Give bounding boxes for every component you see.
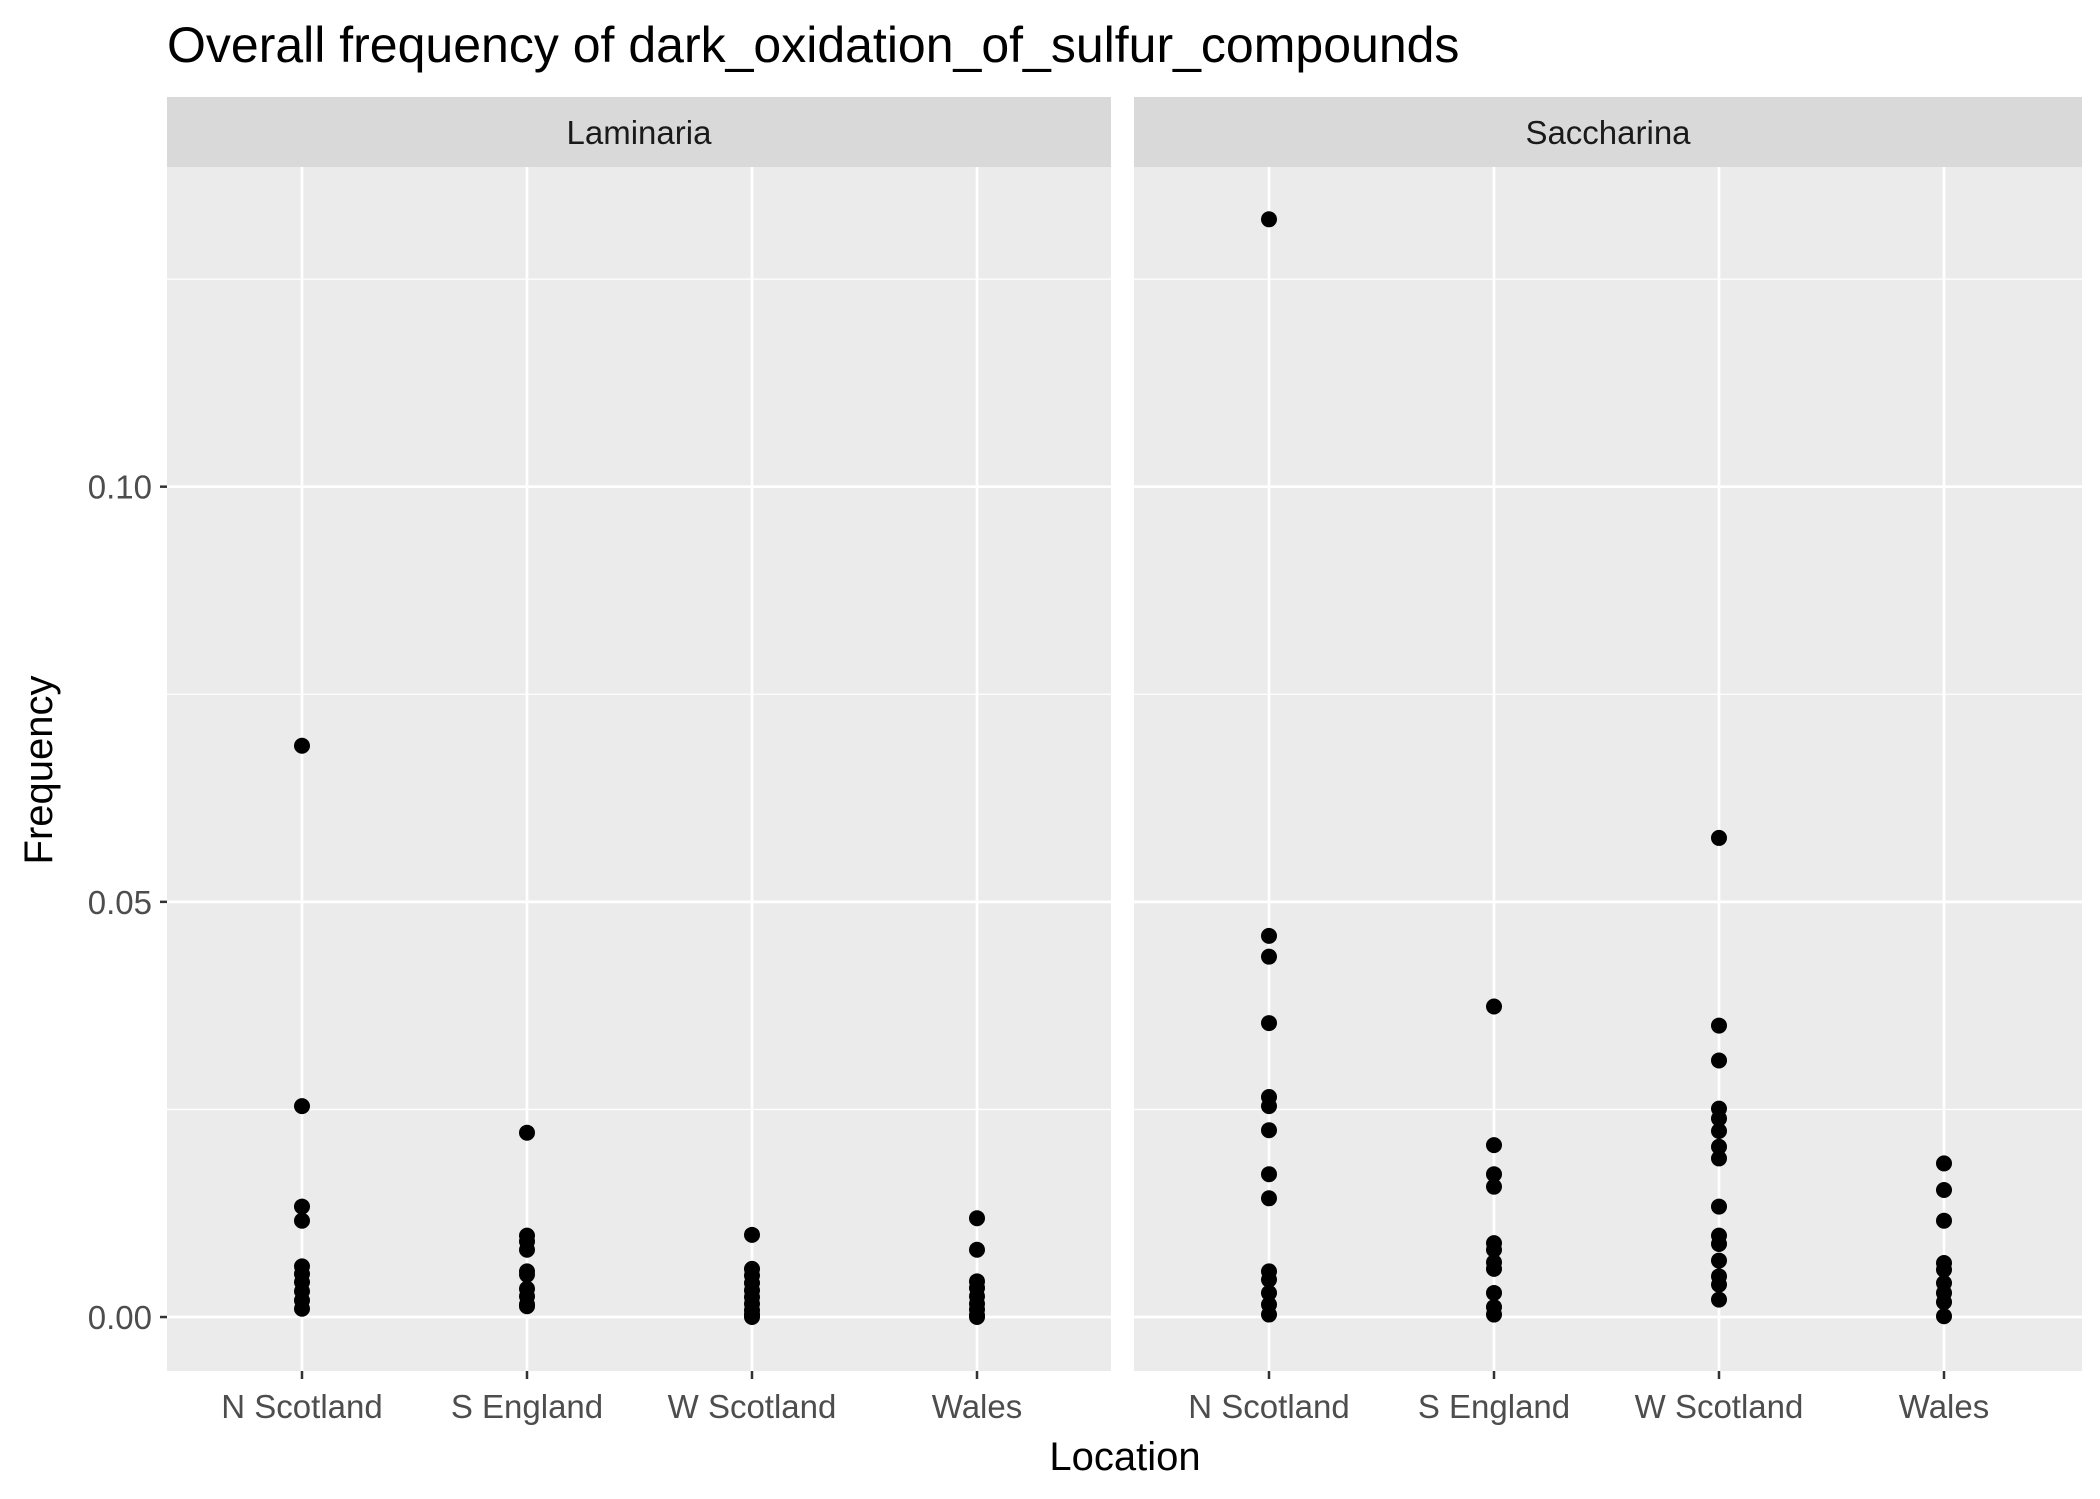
data-point	[1936, 1308, 1952, 1325]
data-point	[519, 1298, 535, 1315]
panel-background	[1134, 167, 2082, 1371]
x-tick-label: S England	[1418, 1388, 1570, 1425]
data-point	[1711, 1252, 1727, 1269]
x-tick-label: N Scotland	[221, 1388, 382, 1425]
data-point	[294, 737, 310, 754]
data-point	[1711, 1017, 1727, 1034]
x-tick-label: S England	[451, 1388, 603, 1425]
data-point	[1936, 1155, 1952, 1172]
data-point	[294, 1300, 310, 1317]
data-point	[1711, 1110, 1727, 1127]
data-point	[969, 1210, 985, 1227]
data-point	[1486, 1137, 1502, 1154]
data-point	[1486, 1166, 1502, 1183]
y-axis: 0.00 0.05 0.10	[88, 469, 167, 1336]
data-point	[1261, 1284, 1277, 1301]
data-point	[1261, 1166, 1277, 1183]
panel-background	[167, 167, 1111, 1371]
data-point	[1486, 1178, 1502, 1195]
x-tick-label: Wales	[1899, 1388, 1989, 1425]
facet-strip-label: Saccharina	[1525, 114, 1691, 151]
facet-strip	[167, 97, 1111, 167]
data-point	[1261, 927, 1277, 944]
data-point	[1711, 1123, 1727, 1140]
data-point	[1261, 1015, 1277, 1032]
data-point	[1261, 211, 1277, 228]
data-point	[519, 1241, 535, 1258]
data-point	[294, 1098, 310, 1115]
y-tick-label: 0.05	[88, 884, 152, 921]
x-tick-label: Wales	[932, 1388, 1022, 1425]
data-point	[294, 1198, 310, 1215]
y-tick-label: 0.10	[88, 469, 152, 506]
data-point	[1486, 1260, 1502, 1277]
x-axis-title: Location	[1049, 1435, 1200, 1479]
facet-panel-saccharina: Saccharina N Scotland S England W Scotland W…	[1134, 97, 2082, 1425]
data-point	[1711, 1235, 1727, 1252]
data-point	[1711, 1198, 1727, 1215]
data-point	[1486, 1241, 1502, 1258]
data-point	[1711, 1150, 1727, 1167]
data-point	[1711, 1291, 1727, 1308]
data-point	[1261, 1122, 1277, 1139]
data-point	[1261, 1098, 1277, 1115]
facet-panel-laminaria: Laminaria N Scotland S England W Scotland Wa…	[167, 97, 1111, 1425]
data-point	[1936, 1294, 1952, 1311]
data-point	[744, 1309, 760, 1326]
data-point	[744, 1226, 760, 1243]
data-point	[294, 1212, 310, 1229]
data-point	[1486, 998, 1502, 1015]
data-point	[519, 1266, 535, 1283]
data-point	[969, 1309, 985, 1326]
x-tick-label: W Scotland	[1635, 1388, 1804, 1425]
x-tick-label: N Scotland	[1188, 1388, 1349, 1425]
facet-strip-label: Laminaria	[567, 114, 713, 151]
data-point	[1261, 948, 1277, 965]
data-point	[1936, 1261, 1952, 1278]
data-point	[1936, 1181, 1952, 1198]
x-tick-label: W Scotland	[668, 1388, 837, 1425]
facet-panels: Laminaria N Scotland S England W Scotland Wa…	[167, 97, 2082, 1425]
chart-title: Overall frequency of dark_oxidation_of_s…	[167, 17, 1459, 73]
y-axis-title: Frequency	[17, 676, 61, 865]
data-point	[1261, 1306, 1277, 1323]
data-point	[1711, 829, 1727, 846]
data-point	[1711, 1138, 1727, 1155]
data-point	[1261, 1190, 1277, 1207]
facet-strip	[1134, 97, 2082, 167]
data-point	[1486, 1306, 1502, 1323]
data-point	[1261, 1271, 1277, 1288]
data-point	[1486, 1284, 1502, 1301]
data-point	[1936, 1212, 1952, 1229]
data-point	[1711, 1276, 1727, 1293]
data-point	[1711, 1052, 1727, 1069]
data-point	[969, 1241, 985, 1258]
data-point	[519, 1124, 535, 1141]
y-tick-label: 0.00	[88, 1299, 152, 1336]
